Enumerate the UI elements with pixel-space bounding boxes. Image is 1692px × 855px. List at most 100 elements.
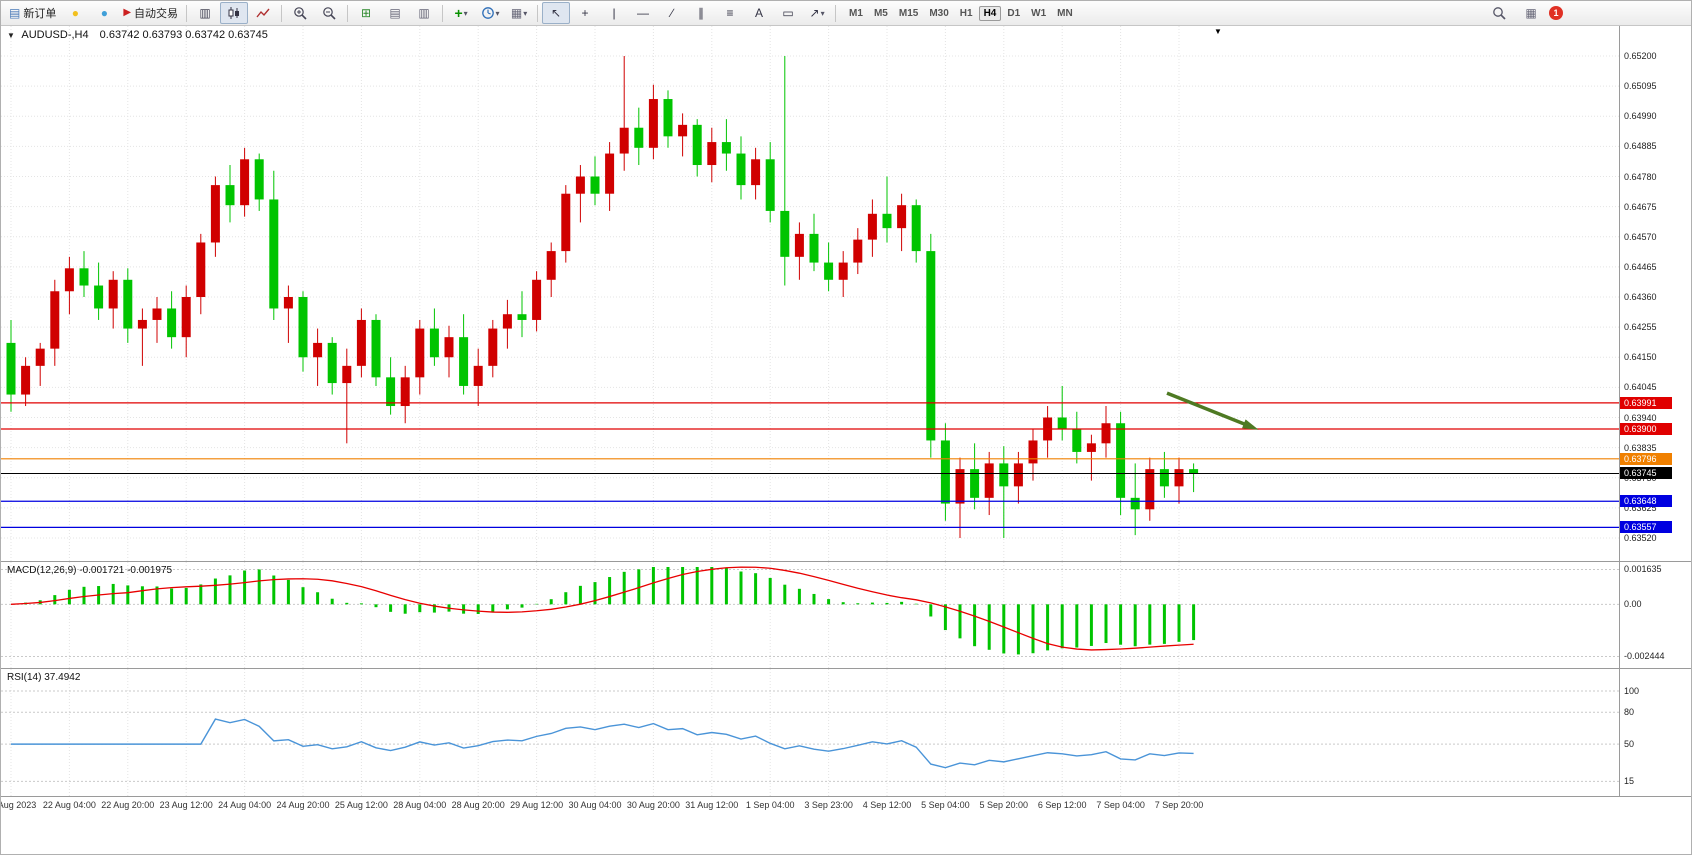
arrange-windows-button[interactable]: ▥ bbox=[410, 2, 438, 24]
trendline-icon: ∕ bbox=[671, 6, 674, 20]
new-order-label: 新订单 bbox=[23, 8, 57, 20]
timeframe-h1-button[interactable]: H1 bbox=[959, 7, 973, 19]
timeframe-m15-button[interactable]: M15 bbox=[898, 7, 919, 19]
arrow-annotation[interactable] bbox=[1166, 391, 1254, 430]
timeframe-m5-button[interactable]: M5 bbox=[873, 7, 888, 19]
bar-chart-button[interactable]: ▥ bbox=[191, 2, 219, 24]
line-chart-icon bbox=[256, 8, 270, 18]
fibonacci-icon: ≡ bbox=[726, 6, 734, 20]
time-axis-label: 7 Sep 20:00 bbox=[1154, 800, 1204, 810]
notification-badge[interactable]: 1 bbox=[1549, 6, 1563, 20]
clock-icon bbox=[481, 7, 494, 19]
cursor-tool-button[interactable]: ↖ bbox=[542, 2, 571, 24]
time-axis-label: 22 Aug 04:00 bbox=[42, 800, 96, 810]
macd-label: MACD(12,26,9) -0.001721 -0.001975 bbox=[7, 565, 172, 576]
price-axis-label: 0.64885 bbox=[1624, 141, 1657, 152]
price-axis-label: 0.65200 bbox=[1624, 51, 1657, 61]
pane-divider[interactable] bbox=[1, 561, 1691, 562]
time-axis-label: 1 Sep 04:00 bbox=[745, 800, 795, 810]
chart-shift-marker[interactable]: ▼ bbox=[1214, 27, 1222, 36]
chart-window[interactable]: ▼ AUDUSD-,H4 0.63742 0.63793 0.63742 0.6… bbox=[1, 26, 1691, 854]
price-level-badge: 0.63991 bbox=[1620, 396, 1672, 409]
time-axis-label: 23 Aug 12:00 bbox=[159, 800, 213, 810]
timeframe-m30-button[interactable]: M30 bbox=[929, 7, 949, 19]
candlestick-chart-icon bbox=[228, 7, 240, 19]
periods-button[interactable]: ▾ bbox=[476, 2, 504, 24]
price-axis-label: 0.64255 bbox=[1624, 322, 1657, 333]
vertical-line-tool-button[interactable]: | bbox=[600, 2, 628, 24]
zoom-in-button[interactable] bbox=[286, 2, 314, 24]
chart-menu-icon[interactable]: ▼ bbox=[7, 31, 15, 40]
rsi-pane[interactable] bbox=[1, 669, 1619, 796]
time-axis-label: 29 Aug 12:00 bbox=[510, 800, 564, 810]
indicators-add-icon: + bbox=[454, 5, 463, 21]
cascade-windows-button[interactable]: ▤ bbox=[381, 2, 409, 24]
price-axis-separator bbox=[1619, 26, 1620, 796]
timeframe-h4-button[interactable]: H4 bbox=[978, 5, 1002, 21]
toolbar-separator bbox=[537, 4, 539, 22]
horizontal-line-tool-button[interactable]: — bbox=[629, 2, 657, 24]
pane-divider[interactable] bbox=[1, 668, 1691, 669]
time-axis-label: 31 Aug 12:00 bbox=[685, 800, 739, 810]
toolbar-separator bbox=[281, 4, 283, 22]
vertical-line-icon: | bbox=[612, 6, 616, 20]
candlestick-chart-button[interactable] bbox=[220, 2, 249, 24]
channel-icon: ∥ bbox=[698, 6, 705, 20]
tile-windows-button[interactable]: ⊞ bbox=[352, 2, 380, 24]
arrows-tool-icon: ↗ bbox=[809, 6, 820, 20]
label-tool-button[interactable]: ▭ bbox=[774, 2, 802, 24]
data-window-button[interactable]: ▦ bbox=[1517, 2, 1545, 24]
time-axis-label: 7 Sep 04:00 bbox=[1096, 800, 1145, 810]
zoom-in-icon bbox=[294, 7, 307, 20]
price-axis-label: 0.64150 bbox=[1624, 352, 1657, 363]
rsi-name: RSI(14) bbox=[7, 672, 42, 683]
price-axis-label: 0.63835 bbox=[1624, 442, 1657, 453]
timeframe-d1-button[interactable]: D1 bbox=[1007, 7, 1021, 19]
channel-tool-button[interactable]: ∥ bbox=[687, 2, 715, 24]
templates-button[interactable]: ▦ ▾ bbox=[505, 2, 533, 24]
community-button[interactable]: ● bbox=[90, 2, 118, 24]
price-axis-label: 0.63520 bbox=[1624, 533, 1657, 543]
arrows-tool-button[interactable]: ↗ ▾ bbox=[803, 2, 831, 24]
chevron-down-icon: ▾ bbox=[523, 8, 528, 18]
search-button[interactable] bbox=[1485, 2, 1513, 24]
zoom-out-button[interactable] bbox=[315, 2, 343, 24]
line-chart-button[interactable] bbox=[249, 2, 277, 24]
timeframe-w1-button[interactable]: W1 bbox=[1031, 7, 1047, 19]
timeframe-mn-button[interactable]: MN bbox=[1057, 7, 1073, 19]
pane-divider[interactable] bbox=[1, 796, 1691, 797]
zoom-out-icon bbox=[323, 7, 336, 20]
cursor-icon: ↖ bbox=[551, 6, 562, 20]
rsi-label: RSI(14) 37.4942 bbox=[7, 672, 80, 683]
text-tool-icon: A bbox=[755, 6, 764, 20]
toolbar-separator bbox=[835, 4, 837, 22]
price-pane[interactable] bbox=[1, 26, 1619, 561]
macd-pane[interactable] bbox=[1, 562, 1619, 668]
crosshair-tool-button[interactable]: + bbox=[571, 2, 599, 24]
tile-windows-icon: ⊞ bbox=[361, 6, 372, 20]
trendline-tool-button[interactable]: ∕ bbox=[658, 2, 686, 24]
autotrading-button[interactable]: ▶ 自动交易 bbox=[119, 2, 182, 24]
candles bbox=[6, 56, 1199, 538]
timeframe-group: M1 M5 M15 M30 H1 H4 D1 W1 MN bbox=[844, 5, 1078, 21]
fibonacci-tool-button[interactable]: ≡ bbox=[716, 2, 744, 24]
search-icon bbox=[1493, 7, 1506, 20]
autotrading-icon: ▶ bbox=[123, 7, 132, 18]
macd-axis-label: 0.001635 bbox=[1624, 564, 1662, 575]
new-order-button[interactable]: ▤ 新订单 bbox=[5, 2, 60, 24]
text-tool-button[interactable]: A bbox=[745, 2, 773, 24]
toolbar-separator bbox=[347, 4, 349, 22]
toolbar-separator bbox=[186, 4, 188, 22]
time-axis-label: 21 Aug 2023 bbox=[1, 800, 37, 810]
price-axis-label: 0.64780 bbox=[1624, 171, 1657, 182]
indicators-button[interactable]: + ▾ bbox=[447, 2, 475, 24]
bulb-button[interactable]: ● bbox=[61, 2, 89, 24]
macd-name: MACD(12,26,9) bbox=[7, 565, 77, 576]
chevron-down-icon: ▾ bbox=[820, 8, 825, 18]
price-axis-label: 0.64570 bbox=[1624, 231, 1657, 242]
timeframe-m1-button[interactable]: M1 bbox=[849, 7, 863, 19]
bar-chart-icon: ▥ bbox=[199, 6, 211, 20]
price-axis-label: 0.63940 bbox=[1624, 412, 1657, 423]
chevron-down-icon: ▾ bbox=[463, 8, 468, 18]
